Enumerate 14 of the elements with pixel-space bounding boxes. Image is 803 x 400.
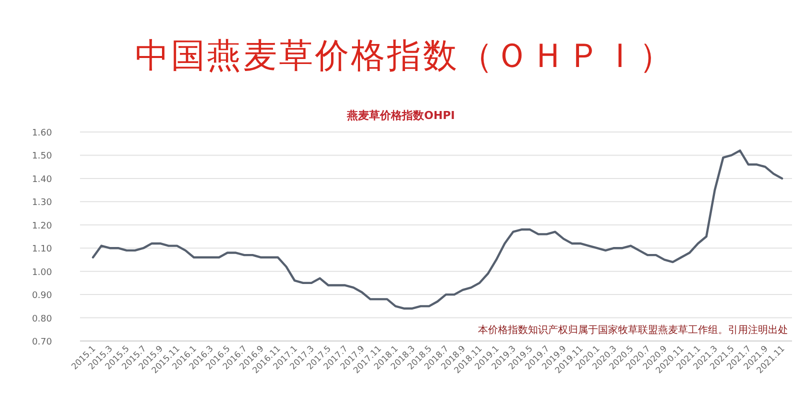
y-tick-label: 1.20 — [32, 221, 52, 232]
y-tick-label: 1.00 — [32, 268, 52, 278]
y-tick-label: 1.60 — [32, 128, 52, 138]
y-tick-label: 0.80 — [32, 314, 52, 324]
annotation: 本价格指数知识产权归属于国家牧草联盟燕麦草工作组。引用注明出处 — [478, 324, 788, 336]
y-tick-label: 0.90 — [32, 291, 52, 302]
y-tick-label: 1.50 — [32, 152, 52, 162]
line-series — [92, 149, 784, 310]
y-tick-label: 0.70 — [32, 338, 52, 348]
y-tick-label: 1.30 — [32, 198, 52, 208]
y-tick-label: 1.10 — [32, 244, 52, 255]
chart-title: 中国燕麦草价格指数（ＯＨＰＩ） — [135, 36, 675, 76]
chart-subtitle: 燕麦草价格指数OHPI — [346, 109, 455, 122]
y-tick-label: 1.40 — [32, 174, 52, 185]
